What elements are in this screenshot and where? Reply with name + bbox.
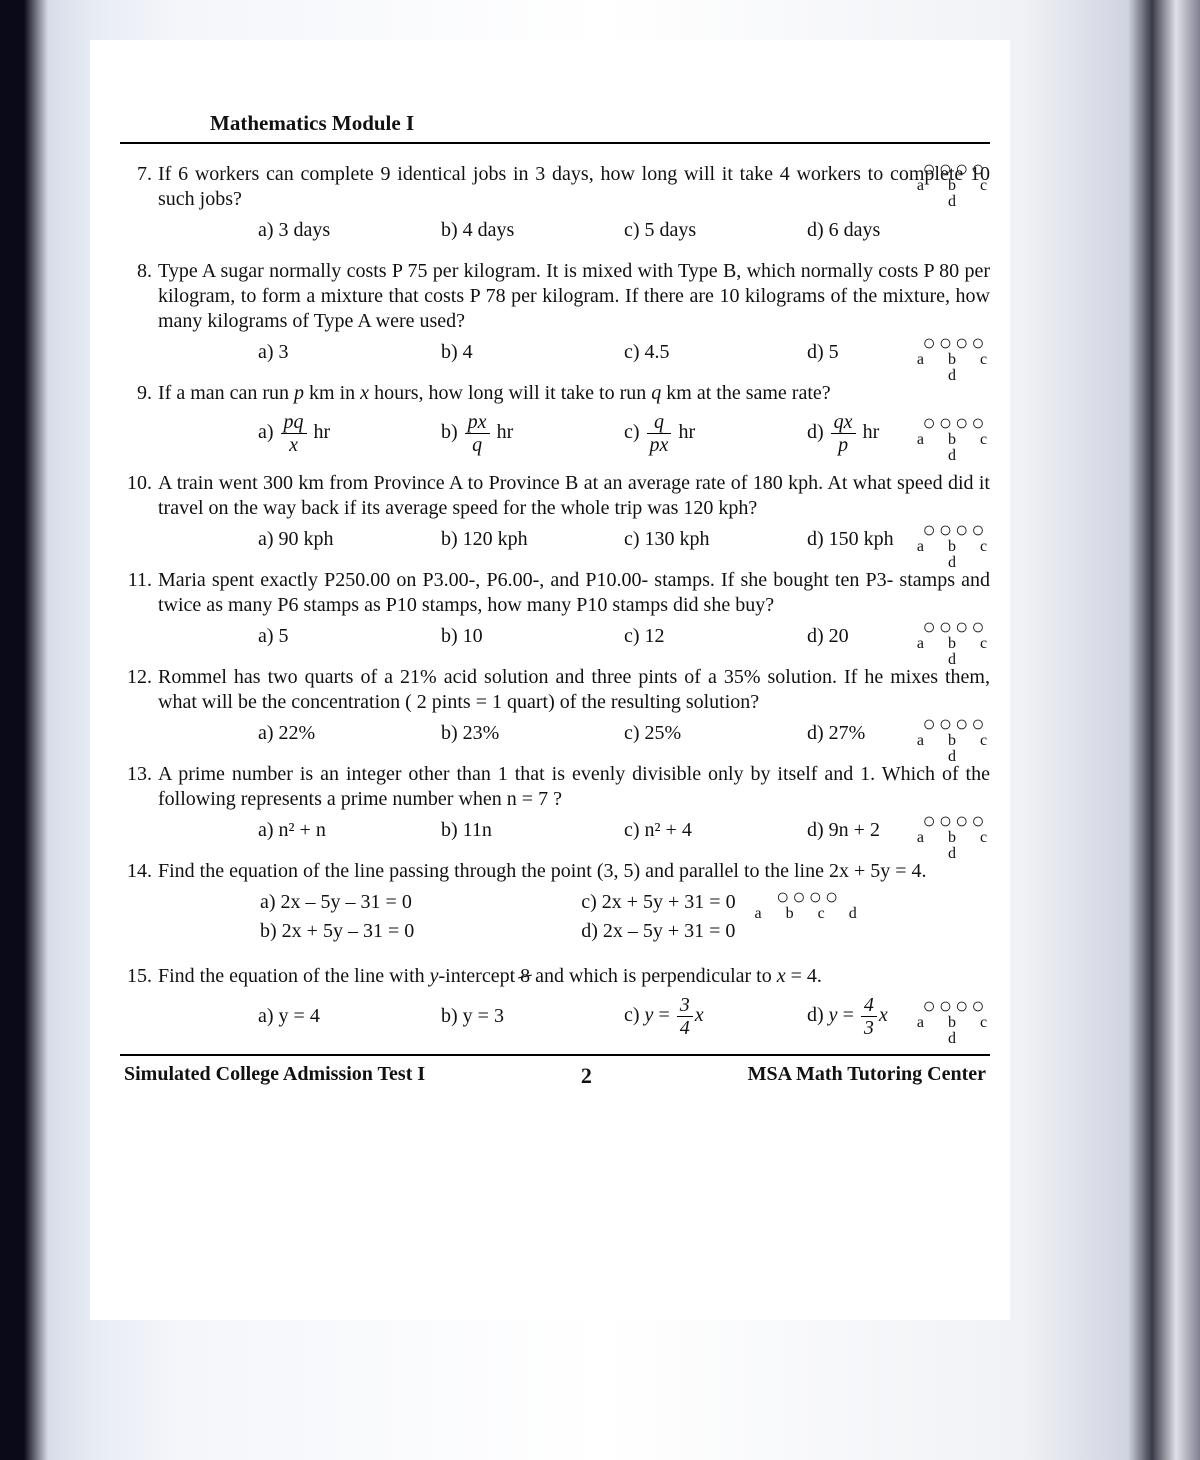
option-b[interactable]: b) y = 3 [441,1004,624,1029]
question-15: 15. Find the equation of the line with y… [120,964,990,989]
footer-page-number: 2 [581,1062,592,1090]
question-14: 14. Find the equation of the line passin… [120,859,990,884]
question-text: Rommel has two quarts of a 21% acid solu… [158,665,990,715]
option-a[interactable]: a) pqx hr [258,412,441,455]
footer-rule [120,1054,990,1056]
question-7: 7. If 6 workers can complete 9 identical… [120,162,990,212]
question-13: 13. A prime number is an integer other t… [120,762,990,812]
question-12-options: a) 22% b) 23% c) 25% d) 27% ○○○○ a b c d [120,721,990,746]
option-a[interactable]: a) 90 kph [258,527,441,552]
question-number: 11. [120,568,158,618]
question-text: Type A sugar normally costs P 75 per kil… [158,259,990,334]
question-number: 14. [120,859,158,884]
question-10: 10. A train went 300 km from Province A … [120,471,990,521]
question-text: If a man can run p km in x hours, how lo… [158,381,990,406]
option-b[interactable]: b) 4 days [441,218,624,243]
question-12: 12. Rommel has two quarts of a 21% acid … [120,665,990,715]
answer-bubbles[interactable]: ○○○○ a b c d [910,713,1000,765]
option-b[interactable]: b) 23% [441,721,624,746]
question-text: A train went 300 km from Province A to P… [158,471,990,521]
bubble-letters: a b c d [910,733,1000,765]
option-b[interactable]: b) pxq hr [441,412,624,455]
question-text: Find the equation of the line passing th… [158,859,990,884]
question-9: 9. If a man can run p km in x hours, how… [120,381,990,406]
option-a[interactable]: a) n² + n [258,818,441,843]
bubble-letters: a b c d [910,352,1000,384]
bubble-letters: a b c d [910,1015,1000,1047]
question-9-options: a) pqx hr b) pxq hr c) qpx hr d) qxp hr … [120,412,990,455]
option-b[interactable]: b) 10 [441,624,624,649]
question-11: 11. Maria spent exactly P250.00 on P3.00… [120,568,990,618]
option-a[interactable]: a) 22% [258,721,441,746]
answer-bubbles[interactable]: ○○○○ a b c d [910,158,1000,210]
option-c[interactable]: c) y = 34x [624,995,807,1038]
bubble-letters: a b c d [910,178,1000,210]
bubble-letters: a b c d [910,830,1000,862]
answer-bubbles[interactable]: ○○○○ a b c d [910,412,1000,464]
bubble-letters: a b c d [617,906,1000,922]
question-15-options: a) y = 4 b) y = 3 c) y = 34x d) y = 43x … [120,995,990,1038]
module-title: Mathematics Module I [210,110,990,136]
question-number: 8. [120,259,158,334]
answer-bubbles[interactable]: ○○○○ a b c d [910,616,1000,668]
page-footer: Simulated College Admission Test I 2 MSA… [120,1062,990,1090]
option-a[interactable]: a) 2x – 5y – 31 = 0 [260,890,581,915]
question-8: 8. Type A sugar normally costs P 75 per … [120,259,990,334]
question-7-options: a) 3 days b) 4 days c) 5 days d) 6 days [120,218,990,243]
question-number: 9. [120,381,158,406]
bubble-letters: a b c d [910,432,1000,464]
question-text: A prime number is an integer other than … [158,762,990,812]
question-text: If 6 workers can complete 9 identical jo… [158,162,990,212]
option-a[interactable]: a) y = 4 [258,1004,441,1029]
answer-bubbles[interactable]: ○○○○ a b c d [910,810,1000,862]
question-text: Maria spent exactly P250.00 on P3.00-, P… [158,568,990,618]
footer-left: Simulated College Admission Test I [124,1062,425,1090]
option-c[interactable]: c) n² + 4 [624,818,807,843]
question-number: 13. [120,762,158,812]
question-8-options: a) 3 b) 4 c) 4.5 d) 5 ○○○○ a b c d [120,340,990,365]
answer-bubbles[interactable]: ○○○○ a b c d [617,886,1000,922]
question-14-options: a) 2x – 5y – 31 = 0 c) 2x + 5y + 31 = 0 … [120,890,990,948]
struck-value: 8 [520,964,530,989]
option-a[interactable]: a) 3 days [258,218,441,243]
answer-bubbles[interactable]: ○○○○ a b c d [910,995,1000,1047]
option-c[interactable]: c) 5 days [624,218,807,243]
question-number: 7. [120,162,158,212]
option-c[interactable]: c) 25% [624,721,807,746]
option-b[interactable]: b) 2x + 5y – 31 = 0 [260,919,581,944]
option-b[interactable]: b) 120 kph [441,527,624,552]
option-b[interactable]: b) 4 [441,340,624,365]
question-number: 15. [120,964,158,989]
option-a[interactable]: a) 3 [258,340,441,365]
option-c[interactable]: c) 130 kph [624,527,807,552]
question-text: Find the equation of the line with y-int… [158,964,990,989]
question-10-options: a) 90 kph b) 120 kph c) 130 kph d) 150 k… [120,527,990,552]
page-content: Mathematics Module I 7. If 6 workers can… [90,40,1010,1320]
answer-bubbles[interactable]: ○○○○ a b c d [910,519,1000,571]
question-13-options: a) n² + n b) 11n c) n² + 4 d) 9n + 2 ○○○… [120,818,990,843]
answer-bubbles[interactable]: ○○○○ a b c d [910,332,1000,384]
option-d[interactable]: d) 2x – 5y + 31 = 0 [581,919,902,944]
option-a[interactable]: a) 5 [258,624,441,649]
question-11-options: a) 5 b) 10 c) 12 d) 20 ○○○○ a b c d [120,624,990,649]
question-number: 10. [120,471,158,521]
footer-right: MSA Math Tutoring Center [748,1062,986,1090]
option-b[interactable]: b) 11n [441,818,624,843]
option-c[interactable]: c) 4.5 [624,340,807,365]
bubble-letters: a b c d [910,539,1000,571]
header-rule [120,142,990,144]
bubble-letters: a b c d [910,636,1000,668]
question-number: 12. [120,665,158,715]
option-c[interactable]: c) 12 [624,624,807,649]
option-c[interactable]: c) qpx hr [624,412,807,455]
option-d[interactable]: d) 6 days [807,218,990,243]
